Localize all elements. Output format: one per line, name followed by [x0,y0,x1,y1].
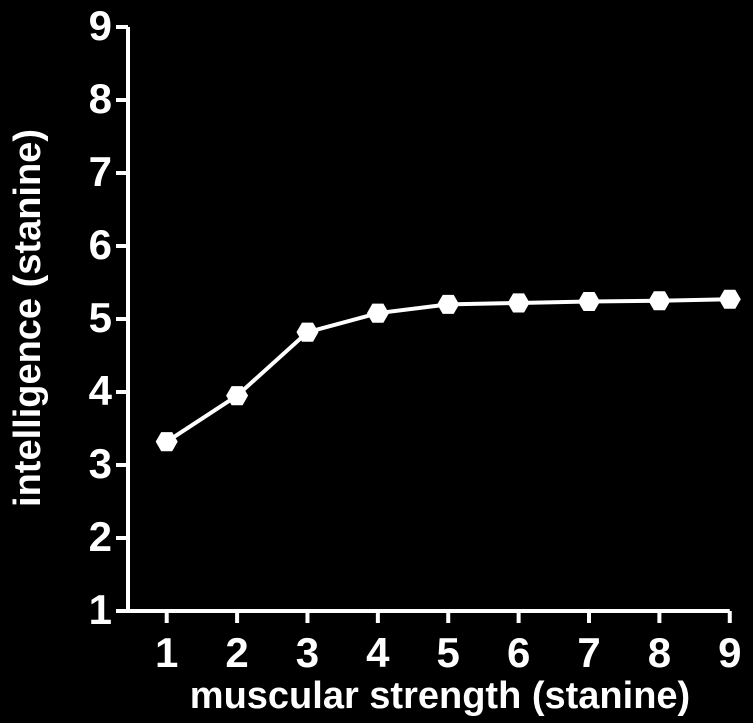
y-tick-label: 7 [89,148,112,195]
x-axis-label: muscular strength (stanine) [190,675,690,717]
x-tick-label: 3 [296,629,319,676]
y-tick-label: 2 [89,513,112,560]
x-tick-label: 4 [366,629,390,676]
y-tick-label: 9 [89,2,112,49]
marker [718,289,741,309]
y-axis-label: intelligence (stanine) [7,129,49,507]
y-tick-label: 6 [89,221,112,268]
marker [296,322,319,342]
x-tick-label: 8 [648,629,671,676]
marker [578,292,600,311]
y-tick-label: 3 [89,440,112,487]
x-tick-label: 7 [577,629,600,676]
x-tick-label: 2 [225,629,248,676]
y-tick-label: 4 [89,367,113,414]
y-tick-label: 8 [89,75,112,122]
x-tick-label: 5 [437,629,460,676]
marker [648,291,671,311]
marker [507,293,530,313]
x-tick-label: 9 [718,629,741,676]
x-tick-label: 6 [507,629,530,676]
y-tick-label: 1 [89,586,112,633]
marker [155,432,178,452]
x-tick-label: 1 [155,629,178,676]
marker [366,303,389,323]
marker [226,386,249,406]
marker [437,294,460,314]
y-tick-label: 5 [89,294,112,341]
